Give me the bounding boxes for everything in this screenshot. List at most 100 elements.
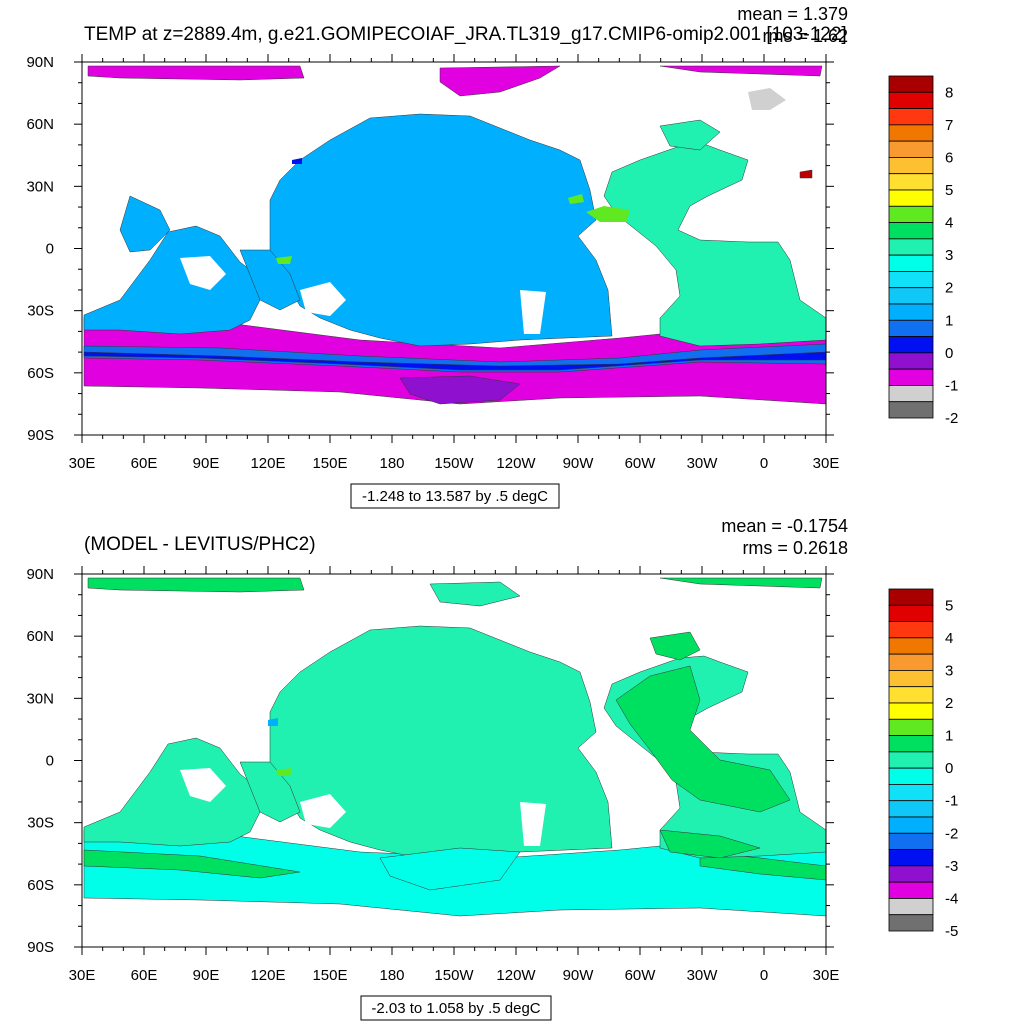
colorbar-swatch bbox=[888, 735, 934, 753]
panel-1-pacific-ocean bbox=[269, 113, 613, 347]
colorbar-label: 2 bbox=[945, 280, 953, 297]
panel-1-land bbox=[300, 282, 346, 316]
x-tick-label: 60E bbox=[131, 455, 158, 472]
y-tick-label: 30S bbox=[27, 303, 54, 320]
panel-1-arctic-region bbox=[439, 65, 561, 97]
panel-1-warm-patch bbox=[586, 206, 630, 222]
panel-2-north-atlantic-anomaly bbox=[615, 665, 791, 813]
x-tick-label: 180 bbox=[379, 967, 404, 984]
panel-2-map-field bbox=[82, 574, 826, 947]
colorbar-swatch bbox=[888, 604, 934, 622]
panel-2-ocean bbox=[429, 581, 521, 607]
x-tick-label: 0 bbox=[760, 967, 768, 984]
colorbar-label: 8 bbox=[945, 84, 953, 101]
colorbar-label: -1 bbox=[945, 377, 958, 394]
x-tick-label: 120E bbox=[250, 967, 285, 984]
colorbar-label: -5 bbox=[945, 923, 958, 940]
colorbar-swatch bbox=[888, 108, 934, 126]
colorbar-swatch bbox=[888, 271, 934, 289]
colorbar-swatch bbox=[888, 173, 934, 191]
panel-1: TEMP at z=2889.4m, g.e21.GOMIPECOIAF_JRA… bbox=[26, 4, 958, 509]
panel-2-land bbox=[300, 794, 346, 828]
panel-2-rms: rms = 0.2618 bbox=[742, 538, 848, 558]
colorbar-swatch bbox=[888, 621, 934, 639]
x-tick-label: 30E bbox=[69, 967, 96, 984]
y-tick-label: 60N bbox=[26, 116, 54, 133]
y-tick-label: 90N bbox=[26, 566, 54, 583]
x-tick-label: 60W bbox=[625, 967, 657, 984]
colorbar-label: 6 bbox=[945, 149, 953, 166]
panel-2-anomaly-patch bbox=[649, 631, 701, 661]
colorbar-label: 1 bbox=[945, 728, 953, 745]
colorbar-swatch bbox=[888, 816, 934, 834]
y-tick-label: 60S bbox=[27, 877, 54, 894]
panel-2-land bbox=[520, 802, 546, 846]
panel-2-land bbox=[180, 768, 226, 802]
y-tick-label: 30S bbox=[27, 815, 54, 832]
panel-1-arctic-region bbox=[87, 65, 305, 81]
panel-2-arctic-region bbox=[87, 577, 305, 593]
colorbar-swatch bbox=[888, 352, 934, 370]
panel-1-title: TEMP at z=2889.4m, g.e21.GOMIPECOIAF_JRA… bbox=[84, 24, 847, 45]
panel-2-mean: mean = -0.1754 bbox=[721, 516, 848, 536]
colorbar-label: 3 bbox=[945, 662, 953, 679]
colorbar-swatch bbox=[888, 189, 934, 207]
colorbar-swatch bbox=[888, 702, 934, 720]
colorbar-swatch bbox=[888, 124, 934, 142]
panel-2-title: (MODEL - LEVITUS/PHC2) bbox=[84, 534, 316, 555]
colorbar-swatch bbox=[888, 881, 934, 899]
x-tick-label: 120E bbox=[250, 455, 285, 472]
colorbar-swatch bbox=[888, 914, 934, 932]
panel-1-southern-band bbox=[83, 343, 826, 373]
colorbar-swatch bbox=[888, 784, 934, 802]
colorbar-swatch bbox=[888, 832, 934, 850]
colorbar-swatch bbox=[888, 637, 934, 655]
y-tick-label: 90S bbox=[27, 939, 54, 956]
colorbar-swatch bbox=[888, 849, 934, 867]
colorbar-label: -2 bbox=[945, 825, 958, 842]
panel-2-anomaly-patch bbox=[659, 829, 761, 859]
x-tick-label: 90E bbox=[193, 455, 220, 472]
y-tick-label: 0 bbox=[46, 241, 54, 258]
y-tick-label: 30N bbox=[26, 690, 54, 707]
y-tick-label: 90N bbox=[26, 54, 54, 71]
colorbar-swatch bbox=[888, 75, 934, 93]
panel-1-axis-ticks: 30E 60E 90E 120E 150E 180 150W 120W 90W 60W 30W 0 30… bbox=[26, 54, 839, 472]
colorbar-swatch bbox=[888, 91, 934, 109]
x-tick-label: 150E bbox=[312, 967, 347, 984]
colorbar-swatch bbox=[888, 205, 934, 223]
panel-1-pacific-ocean bbox=[239, 249, 301, 311]
colorbar-swatch bbox=[888, 368, 934, 386]
panel-1-colorbar: 8 7 6 5 4 3 2 1 0 -1 -2 bbox=[888, 75, 958, 427]
panel-2-cold-patch bbox=[268, 718, 278, 726]
panel-1-southern-band bbox=[83, 351, 826, 371]
panel-2-anomaly-patch bbox=[699, 851, 826, 881]
colorbar-swatch bbox=[888, 653, 934, 671]
panel-1-southern-band bbox=[399, 375, 521, 405]
panel-2-arctic-region bbox=[659, 577, 823, 589]
colorbar-label: 2 bbox=[945, 695, 953, 712]
y-tick-label: 90S bbox=[27, 427, 54, 444]
colorbar-swatch bbox=[888, 718, 934, 736]
panel-2-pacific-ocean bbox=[269, 625, 613, 859]
x-tick-label: 120W bbox=[496, 967, 536, 984]
colorbar-swatch bbox=[888, 303, 934, 321]
x-tick-label: 30W bbox=[687, 455, 719, 472]
colorbar-swatch bbox=[888, 767, 934, 785]
x-tick-label: 30W bbox=[687, 967, 719, 984]
colorbar-swatch bbox=[888, 686, 934, 704]
colorbar-swatch bbox=[888, 238, 934, 256]
colorbar-label: -4 bbox=[945, 890, 958, 907]
panel-1-warm-spot bbox=[799, 169, 813, 179]
colorbar-swatch bbox=[888, 898, 934, 916]
panel-1-mean: mean = 1.379 bbox=[737, 4, 848, 24]
x-tick-label: 150E bbox=[312, 455, 347, 472]
panel-1-atlantic-ocean bbox=[603, 143, 826, 347]
colorbar-label: 5 bbox=[945, 182, 953, 199]
colorbar-swatch bbox=[888, 140, 934, 158]
panel-1-land bbox=[520, 290, 546, 334]
colorbar-swatch bbox=[888, 588, 934, 606]
panel-1-cold-patch bbox=[292, 158, 302, 164]
colorbar-label: 4 bbox=[945, 630, 953, 647]
